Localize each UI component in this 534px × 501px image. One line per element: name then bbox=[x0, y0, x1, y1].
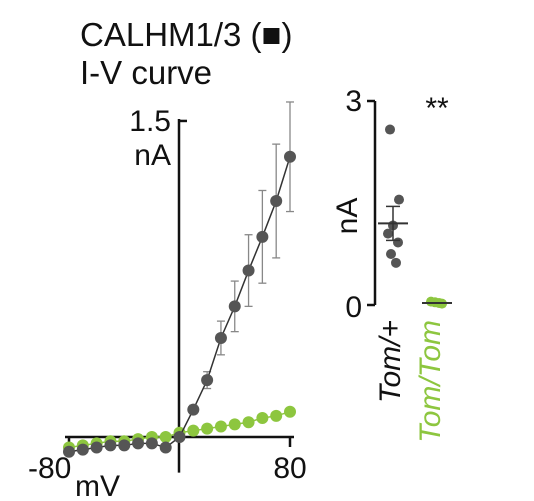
group-label-tom-plus: Tom/+ bbox=[374, 320, 407, 403]
series-tom-plus-point bbox=[118, 439, 131, 452]
series-tom-tom-point bbox=[242, 416, 255, 429]
series-tom-plus-point bbox=[284, 150, 296, 163]
series-tom-plus-point bbox=[201, 374, 214, 387]
scatter-y-tick-label-bottom: 0 bbox=[345, 291, 362, 324]
series-tom-plus-point bbox=[242, 264, 255, 277]
iv-x-tick-label-left: -80 bbox=[28, 452, 71, 485]
series-tom-plus-point bbox=[145, 437, 158, 450]
series-tom-tom-point bbox=[187, 424, 200, 437]
series-tom-tom-point bbox=[214, 420, 227, 433]
iv-data-marks bbox=[63, 101, 296, 458]
iv-x-unit-label: mV bbox=[75, 470, 120, 501]
chart-title: CALHM1/3 (■) I-V curve bbox=[80, 16, 292, 92]
series-tom-plus-point bbox=[63, 445, 75, 458]
group-tom-plus-point bbox=[383, 228, 393, 239]
series-tom-tom-point bbox=[228, 418, 241, 431]
group-tom-plus-point bbox=[394, 194, 404, 205]
scatter-data-marks bbox=[378, 124, 452, 309]
series-tom-plus-point bbox=[76, 443, 89, 456]
amplitude-scatter-plot: 3 0 nA ** Tom/+ Tom/Tom bbox=[331, 85, 452, 443]
group-tom-plus-point bbox=[385, 124, 395, 135]
series-tom-plus-point bbox=[173, 431, 186, 443]
series-tom-tom-point bbox=[270, 409, 283, 422]
scatter-y-tick-label-top: 3 bbox=[345, 85, 362, 118]
iv-curve-plot: 1.5 nA -80 80 mV bbox=[28, 101, 307, 501]
iv-x-tick-label-right: 80 bbox=[273, 452, 306, 485]
series-tom-plus-point bbox=[187, 403, 200, 416]
group-tom-plus-point bbox=[391, 257, 401, 268]
iv-y-tick-label: 1.5 bbox=[129, 105, 171, 138]
series-tom-plus-point bbox=[132, 437, 145, 450]
group-tom-plus-point bbox=[386, 249, 396, 259]
chart-title-line2: I-V curve bbox=[80, 54, 213, 91]
group-tom-plus-point bbox=[393, 237, 403, 248]
series-tom-plus-point bbox=[159, 441, 172, 454]
iv-y-unit-label: nA bbox=[134, 139, 171, 172]
series-tom-plus-point bbox=[90, 441, 103, 454]
significance-marker: ** bbox=[425, 92, 449, 125]
series-tom-plus-point bbox=[214, 331, 227, 344]
series-tom-plus-point bbox=[104, 439, 117, 452]
chart-title-line1: CALHM1/3 (■) bbox=[80, 16, 293, 53]
series-tom-tom-point bbox=[201, 422, 214, 435]
series-tom-tom-point bbox=[284, 405, 296, 418]
scatter-y-axis-label: nA bbox=[331, 198, 364, 235]
series-tom-tom-point bbox=[159, 431, 172, 443]
group-label-tom-tom: Tom/Tom bbox=[414, 320, 447, 443]
series-tom-plus-point bbox=[256, 230, 269, 243]
series-tom-plus-point bbox=[228, 300, 241, 313]
series-tom-plus-point bbox=[270, 195, 283, 208]
series-tom-tom-point bbox=[256, 412, 269, 425]
